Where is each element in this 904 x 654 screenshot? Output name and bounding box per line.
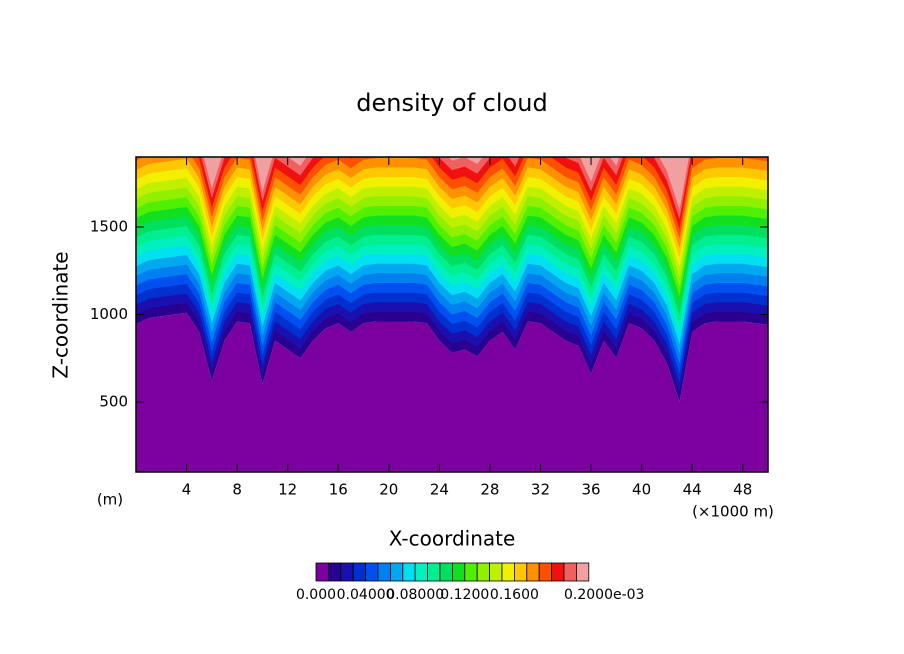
colorbar-swatch: [551, 562, 565, 582]
x-tick-label: 8: [232, 481, 242, 499]
colorbar-swatch: [489, 562, 503, 582]
colorbar-swatch: [389, 562, 404, 582]
x-tick-label: 28: [480, 481, 499, 499]
colorbar-swatch: [377, 562, 391, 582]
contour-band: [136, 157, 768, 229]
colorbar-swatch: [352, 562, 367, 582]
colorbar-label: 0.1600: [490, 587, 539, 603]
x-tick-label: 36: [581, 481, 600, 499]
colorbar-swatch: [464, 562, 478, 582]
x-tick-label: 48: [733, 481, 752, 499]
colorbar-swatch: [576, 562, 590, 582]
colorbar-swatch: [427, 562, 441, 582]
colorbar-label: 0.08000: [386, 587, 444, 603]
colorbar-swatch: [476, 562, 491, 582]
x-tick-label: 24: [430, 481, 449, 499]
colorbar-swatch: [514, 562, 528, 582]
colorbar-swatch: [563, 562, 577, 582]
plot-area: [136, 157, 768, 472]
x-tick-label: 32: [531, 481, 550, 499]
y-unit: (m): [97, 491, 123, 509]
colorbar-swatch: [365, 562, 379, 582]
colorbar-swatch: [526, 562, 540, 582]
colorbar-swatch: [315, 562, 329, 582]
contour-band: [136, 157, 768, 210]
x-axis-label: X-coordinate: [389, 527, 516, 551]
x-tick-label: 40: [632, 481, 651, 499]
y-axis-label: Z-coordinate: [49, 251, 73, 378]
x-tick-label: 44: [683, 481, 702, 499]
y-tick-label: 1000: [90, 305, 128, 323]
colorbar-swatch: [414, 562, 429, 582]
chart-title: density of cloud: [356, 89, 547, 117]
colorbar-swatch: [439, 562, 453, 582]
x-unit: (×1000 m): [692, 503, 774, 521]
colorbar-swatch: [340, 562, 354, 582]
y-tick-label: 1500: [90, 218, 128, 236]
colorbar-swatch: [402, 562, 416, 582]
colorbar-label: 0.2000e-03: [564, 587, 644, 603]
y-tick-label: 500: [99, 393, 128, 411]
x-tick-label: 20: [379, 481, 398, 499]
colorbar-swatch: [538, 562, 553, 582]
colorbar-label: 0.1200: [440, 587, 489, 603]
colorbar-label: 0.000: [296, 587, 336, 603]
colorbar-swatch: [451, 562, 466, 582]
colorbar-swatch: [501, 562, 515, 582]
cloud-base-area: [136, 312, 768, 472]
x-tick-label: 16: [329, 481, 348, 499]
colorbar-swatch: [327, 562, 342, 582]
x-tick-label: 4: [182, 481, 192, 499]
colorbar-label: 0.04000: [337, 587, 395, 603]
x-tick-label: 12: [278, 481, 297, 499]
